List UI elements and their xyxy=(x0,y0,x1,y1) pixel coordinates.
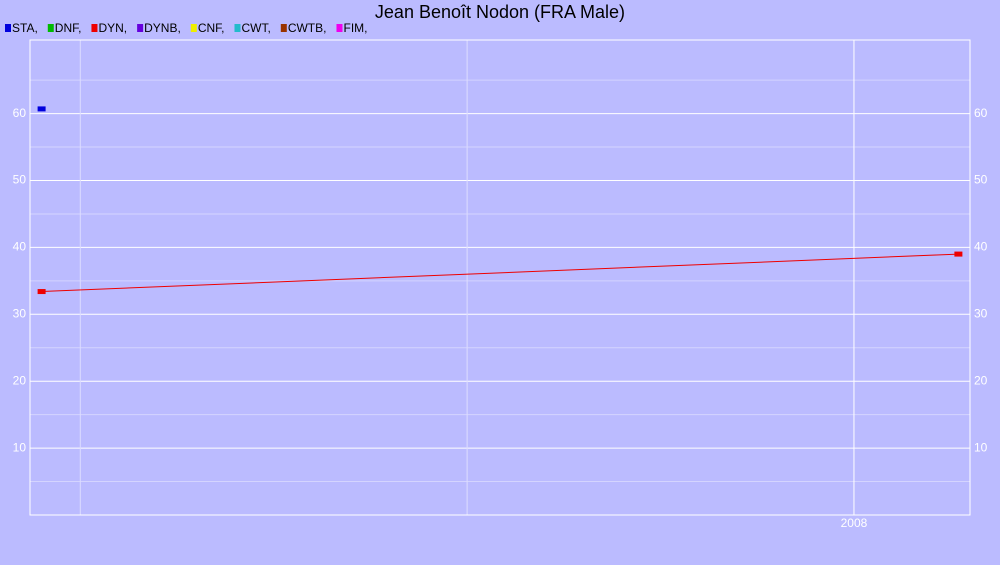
y-tick-label: 20 xyxy=(13,373,27,387)
legend-label: DNF, xyxy=(55,21,82,35)
legend-label: DYNB, xyxy=(144,21,181,35)
legend-swatch xyxy=(5,24,11,32)
y-tick-label: 30 xyxy=(13,306,27,320)
x-tick-label: 2008 xyxy=(841,516,868,530)
y2-tick-label: 60 xyxy=(974,106,988,120)
legend-label: CNF, xyxy=(198,21,225,35)
y2-tick-label: 50 xyxy=(974,173,988,187)
legend-swatch xyxy=(190,24,197,32)
y2-tick-label: 10 xyxy=(974,440,988,454)
legend-label: CWTB, xyxy=(288,21,327,35)
y-tick-label: 10 xyxy=(13,440,27,454)
legend-swatch xyxy=(280,24,287,32)
legend-swatch xyxy=(234,24,241,32)
y-tick-label: 40 xyxy=(13,240,27,254)
point xyxy=(37,289,46,295)
legend-swatch xyxy=(137,24,144,32)
chart-title: Jean Benoît Nodon (FRA Male) xyxy=(375,2,625,22)
plot-border xyxy=(29,39,971,516)
legend-label: FIM, xyxy=(343,21,367,35)
y-tick-label: 50 xyxy=(13,173,27,187)
legend-label: CWT, xyxy=(241,21,270,35)
legend-swatch xyxy=(47,24,54,32)
y-tick-label: 60 xyxy=(13,106,27,120)
point xyxy=(954,251,963,257)
y2-tick-label: 40 xyxy=(974,240,988,254)
legend-swatch xyxy=(91,24,98,32)
legend-swatch xyxy=(336,24,343,32)
y2-tick-label: 30 xyxy=(974,306,988,320)
series-line xyxy=(41,253,959,293)
y2-tick-label: 20 xyxy=(974,373,988,387)
legend-label: DYN, xyxy=(98,21,127,35)
point xyxy=(37,106,46,112)
legend-label: STA, xyxy=(12,21,38,35)
